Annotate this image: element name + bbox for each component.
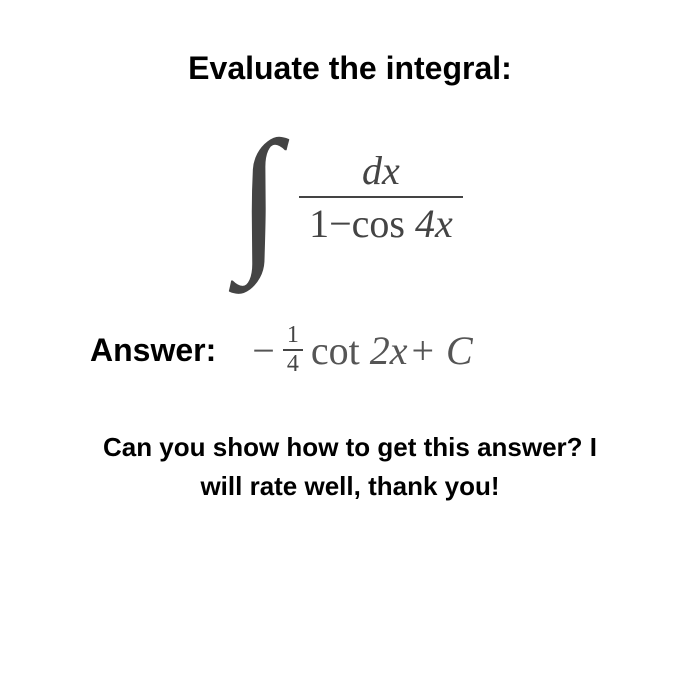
integrand-fraction: dx 1−cos 4x <box>299 145 463 249</box>
footer-line-2: will rate well, thank you! <box>60 467 640 506</box>
question-card: Evaluate the integral: ∫ dx 1−cos 4x Ans… <box>0 0 700 700</box>
denominator-constant: 1− <box>309 201 352 246</box>
answer-minus: − <box>240 327 279 374</box>
answer-argument: 2x <box>364 327 408 374</box>
integral-sign: ∫ <box>237 117 281 277</box>
answer-frac-den: 4 <box>283 351 303 378</box>
answer-label: Answer: <box>90 332 216 369</box>
answer-function: cot <box>307 327 360 374</box>
denominator-argument: 4x <box>415 201 453 246</box>
integral-expression: ∫ dx 1−cos 4x <box>60 117 640 277</box>
answer-constant: C <box>438 327 473 374</box>
answer-frac-num: 1 <box>283 322 303 349</box>
fraction-denominator: 1−cos 4x <box>299 198 463 249</box>
footer-message: Can you show how to get this answer? I w… <box>60 428 640 506</box>
footer-line-1: Can you show how to get this answer? I <box>60 428 640 467</box>
answer-expression: − 1 4 cot 2x + C <box>240 322 472 378</box>
answer-fraction: 1 4 <box>283 322 303 378</box>
answer-plus: + <box>411 327 434 374</box>
question-heading: Evaluate the integral: <box>60 50 640 87</box>
fraction-numerator: dx <box>352 145 410 196</box>
answer-row: Answer: − 1 4 cot 2x + C <box>60 322 640 378</box>
denominator-function: cos <box>352 201 415 246</box>
